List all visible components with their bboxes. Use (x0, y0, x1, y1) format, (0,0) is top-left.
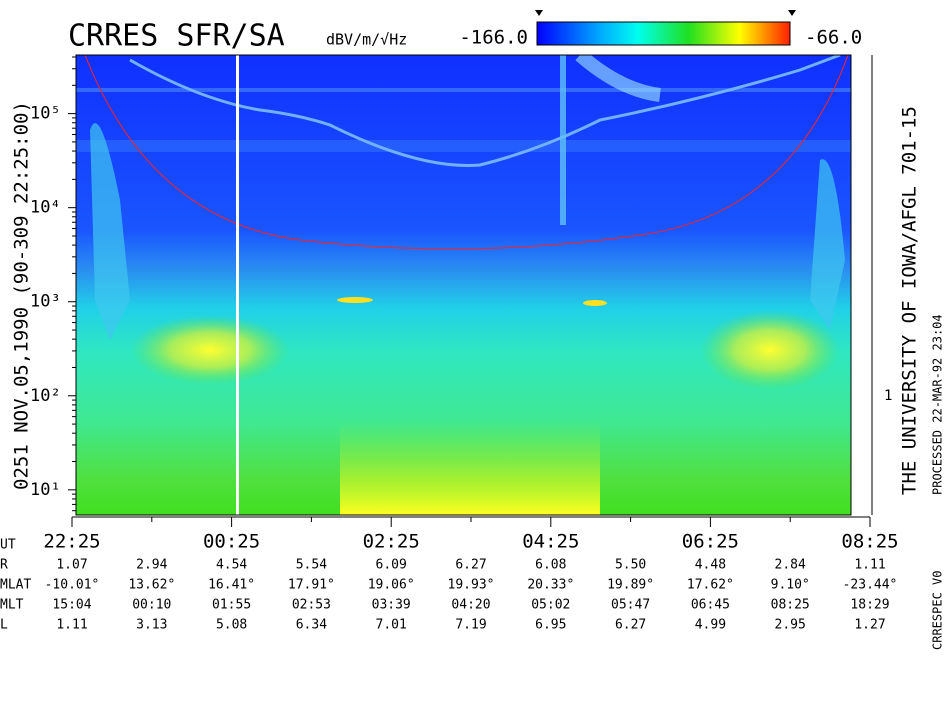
ephemeris-value: 7.01 (376, 618, 407, 633)
x-tick-label: 06:25 (682, 531, 739, 553)
ephemeris-value: 9.10° (771, 578, 810, 593)
ephemeris-value: 05:02 (531, 598, 570, 613)
ephemeris-row-label: R (0, 558, 8, 573)
chart-title: CRRES SFR/SA (68, 19, 285, 54)
ephemeris-value: 00:10 (132, 598, 171, 613)
ephemeris-value: 1.07 (56, 558, 87, 573)
ephemeris-value: 02:53 (292, 598, 331, 613)
ephemeris-value: 5.50 (615, 558, 646, 573)
ephemeris-value: 20.33° (527, 578, 574, 593)
ephemeris-value: 1.11 (854, 558, 885, 573)
ephemeris-value: -23.44° (843, 578, 898, 593)
ephemeris-value: 01:55 (212, 598, 251, 613)
ephemeris-value: 6.95 (535, 618, 566, 633)
y-tick-label: 10² (30, 386, 61, 406)
y-tick-label: 10⁴ (30, 198, 61, 218)
ephemeris-value: 03:39 (372, 598, 411, 613)
x-tick-label: 22:25 (43, 531, 100, 553)
x-tick-label: 00:25 (203, 531, 260, 553)
ephemeris-row-label: MLT (0, 598, 24, 613)
y-tick-label: 10⁵ (30, 104, 61, 124)
ephemeris-value: 17.91° (288, 578, 335, 593)
ephemeris-value: 5.54 (296, 558, 327, 573)
ephemeris-value: 19.89° (607, 578, 654, 593)
ephemeris-value: 6.34 (296, 618, 327, 633)
ephemeris-value: 15:04 (52, 598, 91, 613)
ephemeris-value: 05:47 (611, 598, 650, 613)
ephemeris-value: 2.94 (136, 558, 167, 573)
ephemeris-value: 2.95 (775, 618, 806, 633)
colorbar-max: -66.0 (805, 27, 862, 49)
ephemeris-value: 19.93° (448, 578, 495, 593)
y-tick-label: 10³ (30, 292, 61, 312)
processed: PROCESSED 22-MAR-92 23:04 (931, 314, 945, 495)
ephemeris-row-label: L (0, 618, 8, 633)
right-axis-label: 1 (884, 388, 892, 404)
ephemeris-value: 4.48 (695, 558, 726, 573)
ephemeris-value: 2.84 (775, 558, 806, 573)
ephemeris-value: 08:25 (771, 598, 810, 613)
institution: THE UNIVERSITY OF IOWA/AFGL 701-15 (899, 106, 921, 495)
left-label: 0251 NOV.05,1990 (90-309 22:25:00) (11, 101, 33, 490)
software: CRRESPEC V0 (931, 571, 945, 650)
ephemeris-value: 6.27 (455, 558, 486, 573)
y-tick-label: 10¹ (30, 480, 61, 500)
spectrogram (76, 55, 851, 515)
ephemeris-value: 04:20 (451, 598, 490, 613)
x-tick-label: 02:25 (363, 531, 420, 553)
ephemeris-value: 17.62° (687, 578, 734, 593)
ephemeris-value: 1.11 (56, 618, 87, 633)
ephemeris-row-label: UT (0, 538, 16, 553)
ephemeris-value: 4.99 (695, 618, 726, 633)
ephemeris-value: 06:45 (691, 598, 730, 613)
ephemeris-value: 7.19 (455, 618, 486, 633)
ephemeris-value: 6.09 (376, 558, 407, 573)
ephemeris-value: 13.62° (128, 578, 175, 593)
ephemeris-value: 4.54 (216, 558, 247, 573)
ephemeris-value: -10.01° (45, 578, 100, 593)
x-tick-label: 04:25 (522, 531, 579, 553)
colorbar-units: dBV/m/√Hz (326, 31, 407, 49)
x-tick-label: 08:25 (841, 531, 898, 553)
ephemeris-row-label: MLAT (0, 578, 31, 593)
ephemeris-value: 18:29 (850, 598, 889, 613)
colorbar (536, 21, 791, 46)
ephemeris-value: 5.08 (216, 618, 247, 633)
ephemeris-value: 6.27 (615, 618, 646, 633)
colorbar-min: -166.0 (459, 27, 528, 49)
ephemeris-value: 3.13 (136, 618, 167, 633)
ephemeris-value: 1.27 (854, 618, 885, 633)
ephemeris-value: 16.41° (208, 578, 255, 593)
colorbar-marker (535, 10, 796, 16)
plot-frame (75, 54, 852, 516)
ephemeris-value: 6.08 (535, 558, 566, 573)
ephemeris-value: 19.06° (368, 578, 415, 593)
